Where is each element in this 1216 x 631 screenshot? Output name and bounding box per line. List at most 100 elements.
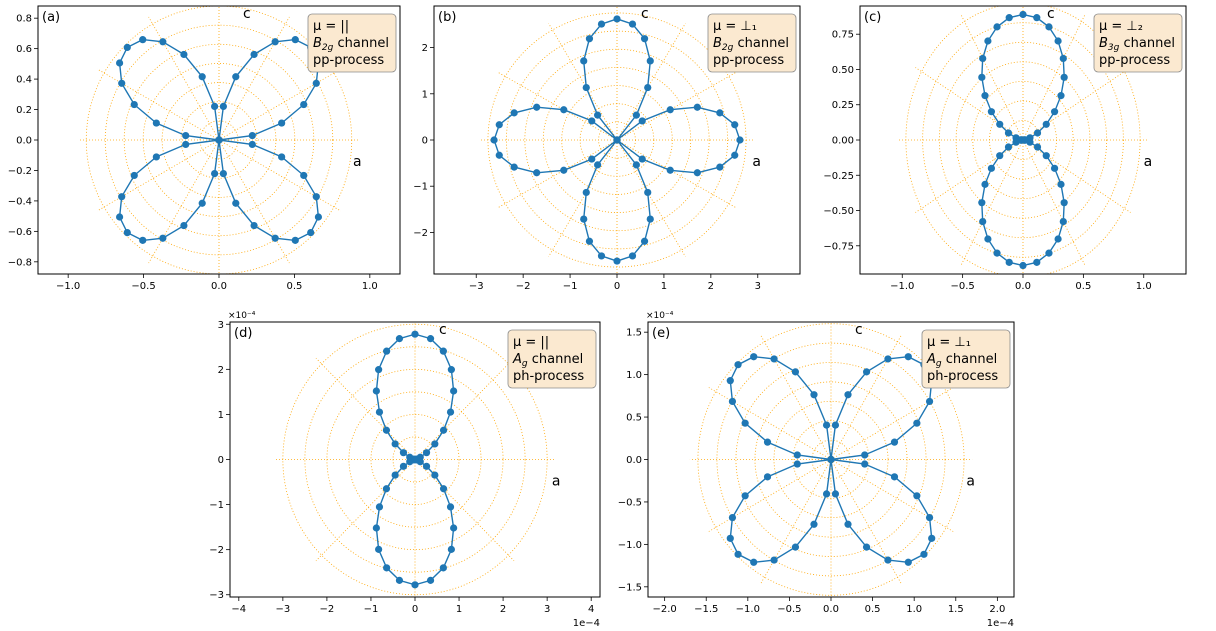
x-tick-label: −2	[320, 604, 335, 615]
data-point	[219, 170, 227, 178]
data-point	[613, 136, 621, 144]
grid-spoke	[218, 139, 342, 212]
data-point	[307, 228, 315, 237]
data-point	[844, 391, 852, 399]
x-tick-label: −0.5	[131, 281, 155, 292]
data-point	[431, 440, 439, 448]
y-tick-label: −0.2	[8, 166, 32, 177]
grid-circle	[180, 101, 258, 179]
data-point	[981, 92, 989, 100]
data-point	[182, 131, 190, 140]
data-point	[139, 236, 147, 244]
grid-spoke	[616, 139, 736, 208]
x-tick-label: 4	[588, 604, 594, 615]
data-point	[1005, 14, 1013, 22]
data-point	[447, 545, 455, 553]
grid-spoke	[96, 68, 220, 141]
x-tick-label: −3	[275, 604, 290, 615]
data-point	[770, 556, 778, 564]
data-point	[130, 100, 138, 109]
panel-label: (c)	[864, 10, 881, 25]
grid-spoke	[616, 139, 686, 257]
axis-label-a: a	[552, 474, 561, 490]
data-point	[115, 59, 124, 67]
data-point	[693, 169, 701, 177]
data-point	[391, 471, 399, 479]
data-point	[904, 353, 912, 361]
data-point	[382, 426, 391, 434]
data-point	[1057, 180, 1065, 188]
panel-label: (a)	[42, 10, 60, 25]
data-point	[763, 473, 772, 481]
data-point	[984, 37, 992, 45]
data-point	[180, 50, 188, 59]
panel-3: −1.0 −0.5 0.0 0.5 1.0 −0.75 −0.50 −0.25 0.00 0.25…	[823, 5, 1187, 292]
data-point	[726, 377, 734, 385]
data-point	[1033, 258, 1041, 266]
data-point	[981, 180, 989, 188]
data-point	[925, 513, 934, 522]
y-tick-label: −0.4	[8, 196, 32, 207]
grid-circle	[792, 420, 870, 499]
data-point	[993, 249, 1001, 257]
y-tick-label: −0.25	[823, 171, 854, 182]
x-tick-label: 0.0	[211, 281, 227, 292]
legend-process: ph-process	[927, 369, 998, 384]
data-point	[422, 449, 431, 457]
data-point	[375, 545, 383, 553]
data-point	[644, 188, 652, 197]
y-tick-label: 0.5	[626, 413, 642, 424]
y-offset-text: ×10⁻⁴	[228, 311, 256, 321]
data-point	[395, 335, 404, 343]
panel-5: −2.0 −1.5 −1.0 −0.5 0.0 0.5 1.0 1.5 2.0 −1.5 −1.0 −…	[618, 311, 1015, 629]
data-point	[861, 460, 869, 468]
data-point	[152, 153, 160, 161]
grid-spoke	[915, 67, 1024, 141]
data-point	[597, 252, 606, 260]
data-point	[1054, 37, 1062, 45]
data-point	[439, 485, 448, 493]
y-tick-label: 3	[218, 320, 224, 331]
data-point	[731, 121, 739, 129]
data-point	[300, 171, 308, 180]
data-point	[391, 440, 399, 448]
data-point	[490, 136, 498, 144]
data-point	[118, 193, 126, 201]
grid-spoke	[830, 334, 902, 460]
data-point	[996, 120, 1004, 128]
x-tick-label: 1.5	[948, 604, 964, 615]
data-point	[372, 387, 380, 395]
axis-label-c: c	[243, 6, 251, 22]
x-tick-label: −1	[563, 281, 578, 292]
data-point	[890, 473, 899, 481]
grid-circle	[326, 368, 504, 551]
data-point	[978, 73, 986, 81]
y-tick-label: 0.4	[16, 75, 32, 86]
data-point	[588, 117, 596, 125]
y-tick-label: −0.8	[8, 257, 32, 268]
grid-circle	[1005, 120, 1041, 160]
data-point	[198, 73, 206, 81]
data-point	[731, 151, 739, 159]
data-point	[638, 117, 646, 125]
data-point	[920, 550, 928, 558]
x-tick-label: 2	[708, 281, 714, 292]
x-tick-label: 0.5	[286, 281, 302, 292]
data-point	[250, 50, 258, 59]
data-point	[1057, 92, 1065, 100]
x-tick-label: −1.0	[736, 604, 760, 615]
data-point	[978, 199, 986, 207]
data-point	[597, 20, 606, 28]
data-point	[291, 236, 299, 244]
data-point	[831, 421, 840, 429]
data-point	[211, 102, 219, 110]
data-point	[1059, 54, 1067, 63]
grid-spoke	[498, 72, 618, 141]
legend-mu: μ = ⊥₁	[713, 19, 757, 34]
grid-spoke	[498, 139, 618, 208]
y-tick-label: −1	[413, 182, 428, 193]
data-point	[928, 534, 936, 542]
grid-spoke	[548, 23, 618, 141]
